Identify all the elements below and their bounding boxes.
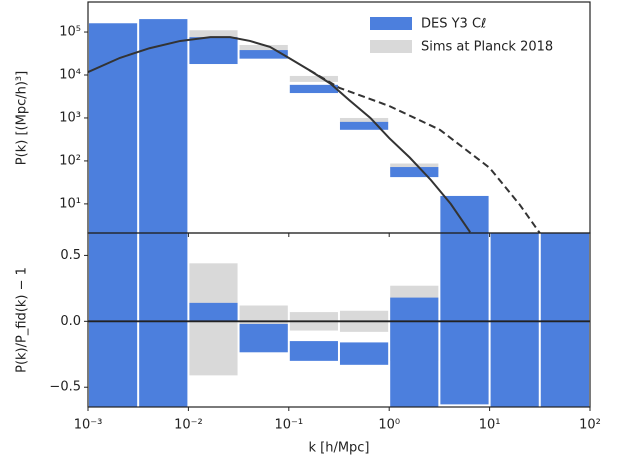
y-tick-label: 10⁴ [59,67,81,82]
range-box [139,233,188,407]
x-tick-label: 10⁻² [174,418,203,433]
range-box [189,37,238,65]
x-tick-label: 10¹ [479,418,501,433]
y-tick-label: 0.0 [60,314,81,329]
range-box [89,233,138,407]
range-box [490,233,539,407]
range-box [390,297,439,407]
y-tick-label: 10³ [59,110,81,125]
legend-swatch [370,40,412,53]
y-axis-label: P(k)/P_fid(k) − 1 [15,267,30,373]
x-tick-label: 10⁻¹ [274,418,303,433]
legend-label: DES Y3 Cℓ [421,17,486,32]
plot-frame [87,232,591,408]
range-box [390,167,439,178]
range-box [239,50,288,59]
range-box [89,23,138,233]
x-tick-label: 10⁰ [378,418,400,433]
y-tick-label: −0.5 [49,380,81,395]
range-box [339,117,389,124]
range-box [189,30,238,42]
legend-swatch [370,17,412,30]
curve [308,69,541,233]
curve [88,36,471,233]
range-box [339,342,389,365]
legend-label: Sims at Planck 2018 [421,40,553,55]
range-box [289,341,338,361]
range-box [239,44,288,55]
x-axis-label: k [h/Mpc] [308,441,369,456]
y-axis-label: P(k) [(Mpc/h)³] [15,71,30,165]
top-plot [88,19,541,233]
range-box [540,233,589,407]
axes: 10¹ 10² 10³ 10⁴ 10⁵ DES Y3 Cℓ Sims at Planck 2… [49,1,601,433]
y-tick-label: 10¹ [59,196,81,211]
range-box [189,302,238,322]
y-tick-label: 0.5 [60,248,81,263]
range-box [239,323,288,353]
bottom-plot [88,233,590,407]
range-box [440,233,489,405]
y-tick-label: 10² [59,153,81,168]
range-box [139,19,188,233]
range-box [289,75,338,82]
x-tick-label: 10⁻³ [74,418,103,433]
range-box [289,84,338,94]
y-tick-label: 10⁵ [59,25,81,40]
range-box [339,121,389,130]
x-tick-label: 10² [579,418,601,433]
